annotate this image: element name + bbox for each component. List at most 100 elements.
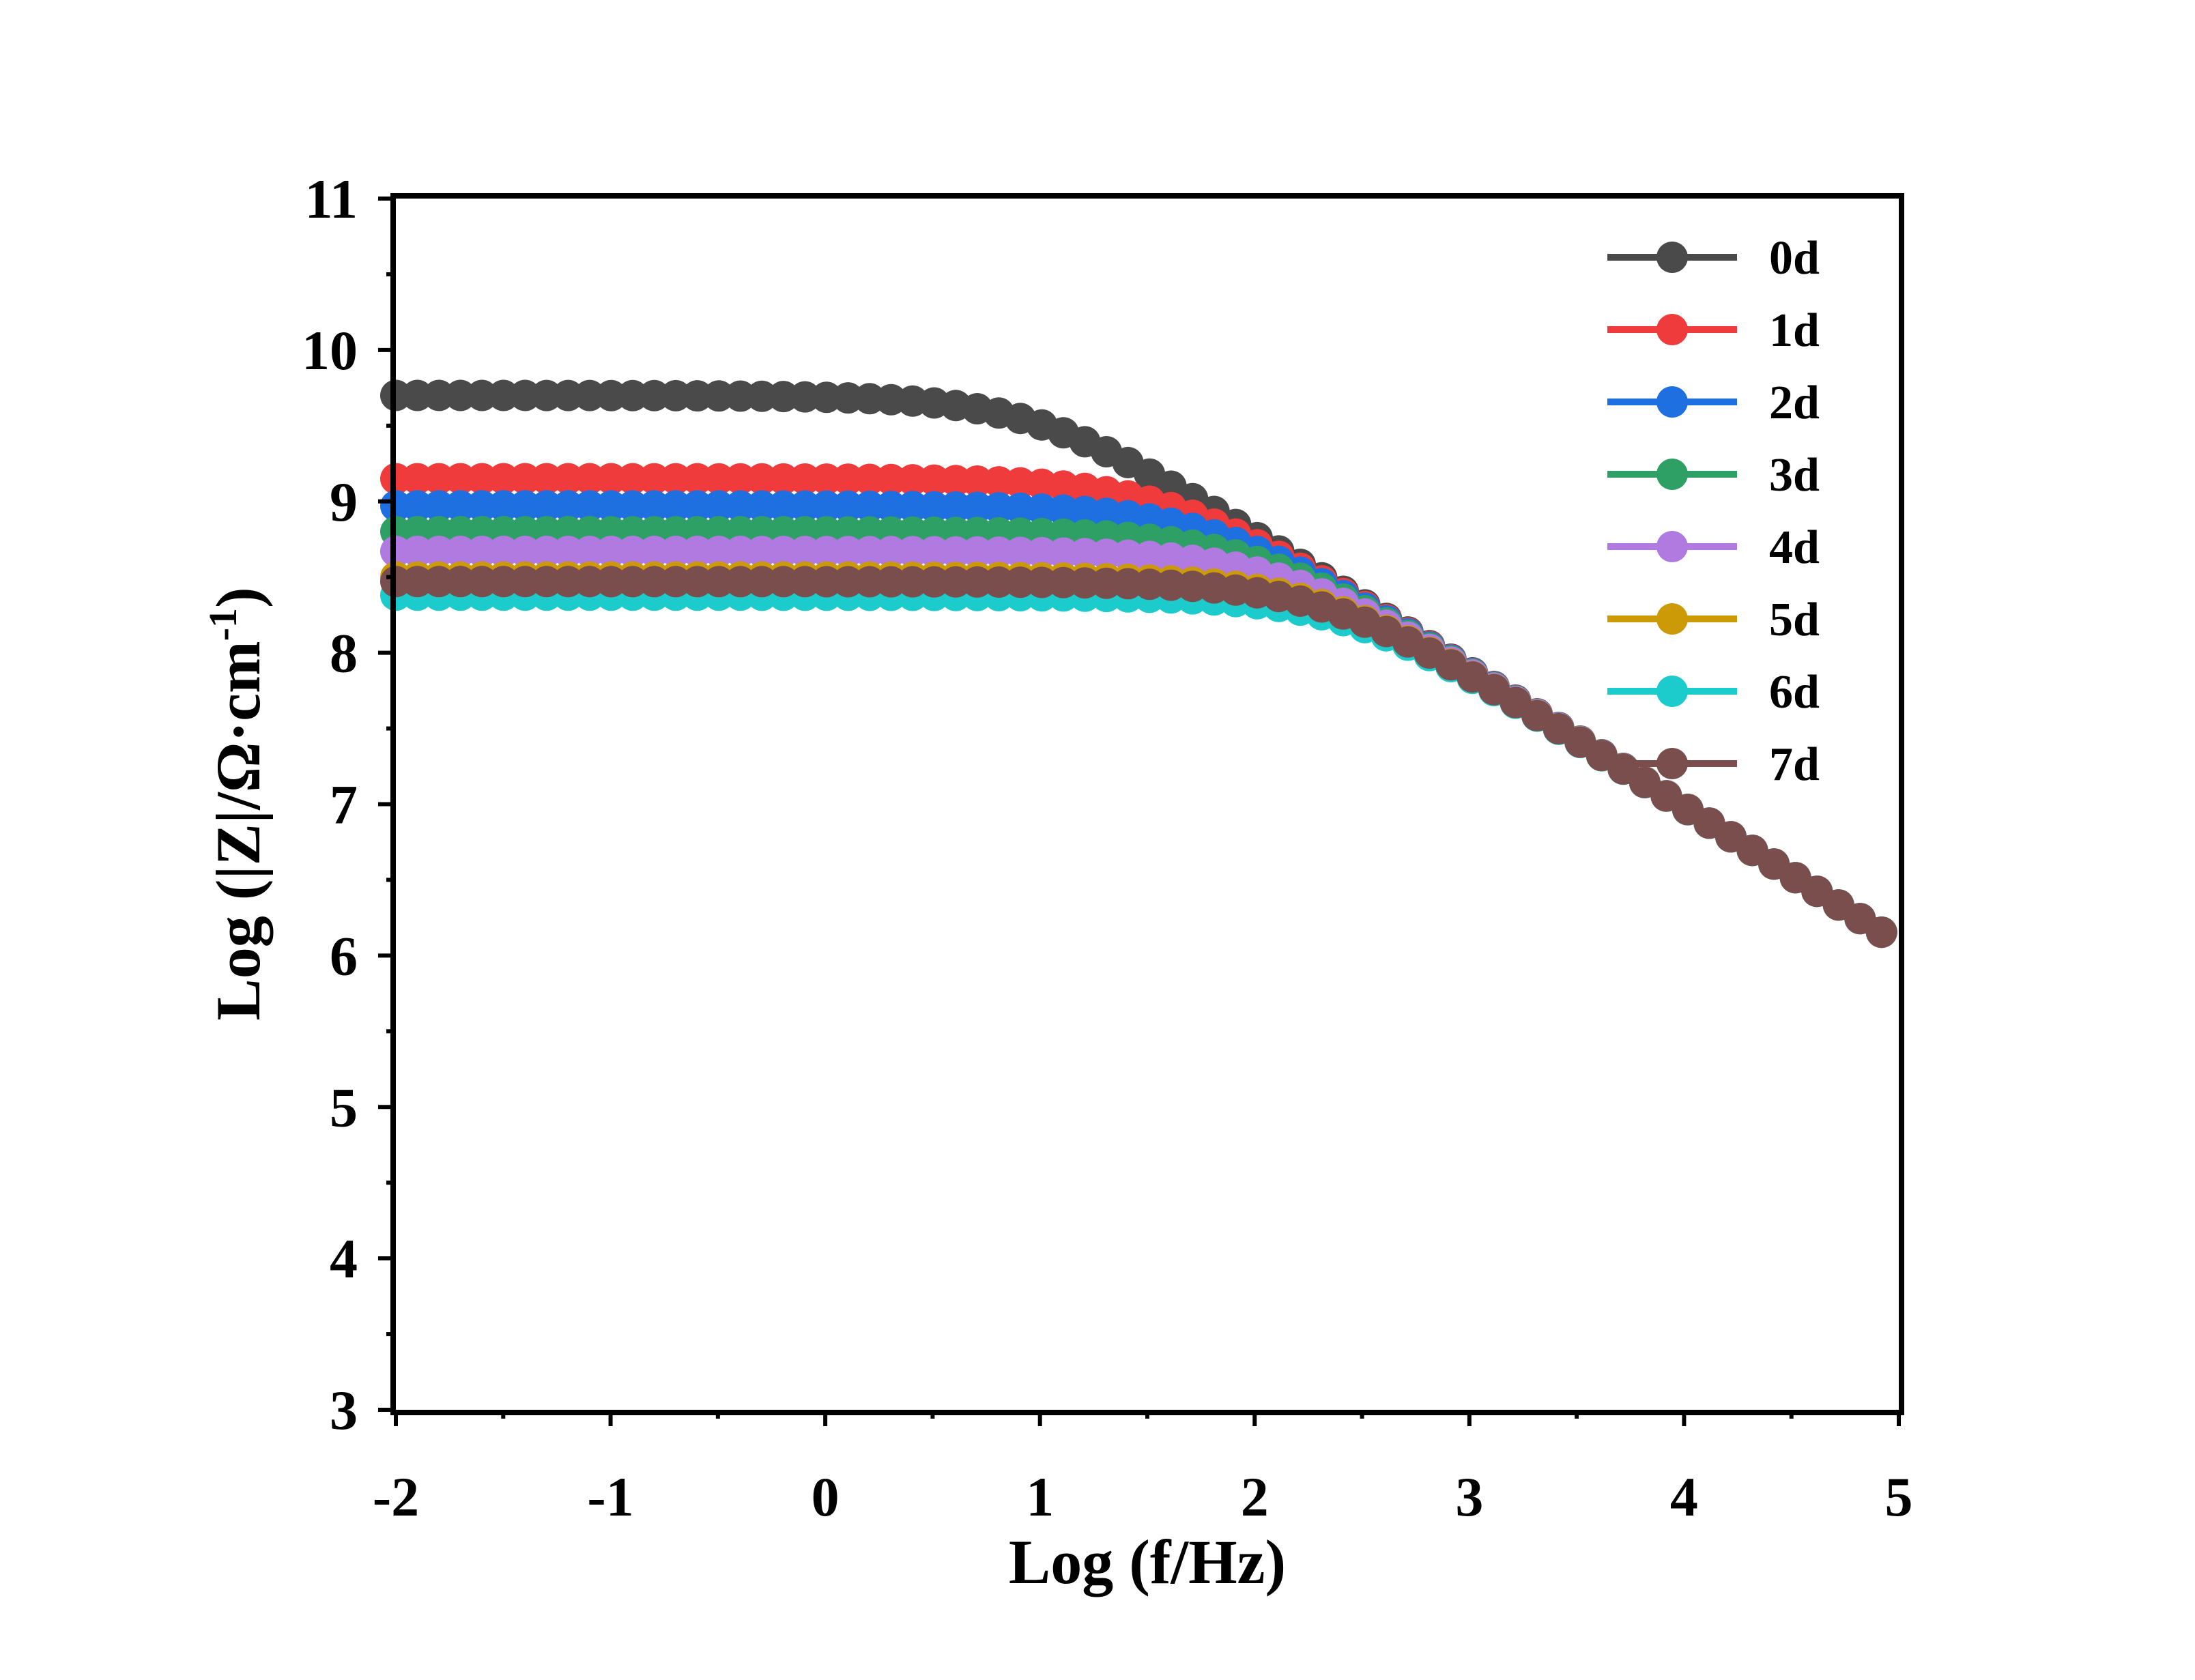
data-point <box>617 490 648 522</box>
data-point <box>811 490 842 522</box>
data-point <box>1026 566 1058 598</box>
data-point <box>703 380 735 412</box>
x-tick-label: -1 <box>587 1466 633 1528</box>
legend-item-5d: 5d <box>1607 594 1820 646</box>
data-point <box>897 566 929 598</box>
x-tick-label: 4 <box>1670 1466 1698 1528</box>
data-point <box>746 566 778 598</box>
x-tick-label: 0 <box>812 1466 840 1528</box>
data-point <box>638 463 670 495</box>
data-point <box>617 463 648 495</box>
y-tick-label: 4 <box>330 1228 358 1290</box>
data-point <box>573 536 605 567</box>
data-point <box>638 536 670 567</box>
data-point <box>552 536 584 567</box>
data-markers <box>380 379 1897 948</box>
data-point <box>660 379 692 411</box>
data-point <box>789 536 821 568</box>
data-point <box>573 463 605 495</box>
data-point <box>746 490 778 522</box>
data-point <box>724 536 756 567</box>
data-point <box>918 536 950 568</box>
data-point <box>509 463 541 495</box>
data-point <box>530 566 562 598</box>
legend-label: 7d <box>1769 738 1820 791</box>
data-point <box>767 566 799 598</box>
legend-item-2d: 2d <box>1607 377 1820 429</box>
data-point <box>444 490 476 522</box>
y-tick-label: 9 <box>330 471 358 533</box>
data-point <box>466 536 498 567</box>
tick-labels: -2 -1 0 1 2 3 4 5 3 4 5 6 7 8 9 10 11 <box>302 168 1913 1528</box>
x-tick-label: 3 <box>1455 1466 1483 1528</box>
data-point <box>897 536 929 568</box>
legend: 0d 1d 2d 3d 4d 5d 6d 7d <box>1607 232 1820 791</box>
data-point <box>423 379 455 411</box>
legend-item-1d: 1d <box>1607 304 1820 357</box>
data-point <box>789 490 821 522</box>
data-point <box>552 379 584 411</box>
data-point <box>401 490 433 522</box>
x-axis-label: Log (f/Hz) <box>1009 1527 1286 1597</box>
data-point <box>918 491 950 523</box>
data-point <box>530 463 562 495</box>
data-point <box>573 379 605 411</box>
y-tick-label: 5 <box>330 1076 358 1138</box>
data-point <box>660 490 692 522</box>
data-point <box>811 566 842 598</box>
data-point <box>444 566 476 598</box>
data-point <box>638 566 670 598</box>
data-point <box>423 566 455 598</box>
data-point <box>940 566 972 598</box>
data-point <box>466 379 498 411</box>
legend-label: 6d <box>1769 666 1820 719</box>
legend-label: 4d <box>1769 521 1820 574</box>
legend-label: 3d <box>1769 449 1820 502</box>
y-tick-label: 6 <box>330 925 358 987</box>
data-point <box>466 566 498 598</box>
data-point <box>487 566 519 598</box>
data-point <box>530 536 562 567</box>
data-point <box>660 566 692 598</box>
data-point <box>552 463 584 495</box>
data-point <box>789 463 821 495</box>
legend-marker <box>1656 386 1688 418</box>
y-axis-label: Log (|Z|/Ω·cm-1) <box>201 587 273 1020</box>
data-point <box>681 536 713 567</box>
legend-label: 1d <box>1769 304 1820 357</box>
legend-label: 0d <box>1769 232 1820 285</box>
legend-marker <box>1656 531 1688 562</box>
data-point <box>638 490 670 522</box>
data-point <box>746 463 778 495</box>
data-point <box>423 490 455 522</box>
data-point <box>854 536 886 568</box>
data-point <box>487 536 519 567</box>
data-point <box>875 536 907 568</box>
data-point <box>767 463 799 495</box>
legend-marker <box>1656 314 1688 345</box>
data-point <box>832 463 864 495</box>
data-point <box>703 566 735 598</box>
data-point <box>811 536 842 568</box>
legend-item-4d: 4d <box>1607 521 1820 574</box>
data-point <box>638 379 670 411</box>
legend-item-6d: 6d <box>1607 666 1820 719</box>
data-point <box>660 536 692 567</box>
data-point <box>1865 916 1897 948</box>
data-point <box>703 536 735 567</box>
data-point <box>617 379 648 411</box>
y-tick-label: 8 <box>330 622 358 684</box>
legend-marker <box>1656 676 1688 707</box>
legend-marker <box>1656 748 1688 779</box>
data-point <box>509 490 541 522</box>
data-point <box>595 566 627 598</box>
data-point <box>552 566 584 598</box>
data-point <box>595 463 627 495</box>
data-point <box>875 566 907 598</box>
x-tick-label: -2 <box>373 1466 419 1528</box>
data-point <box>854 566 886 598</box>
legend-label: 5d <box>1769 594 1820 646</box>
data-point <box>444 463 476 495</box>
legend-item-3d: 3d <box>1607 449 1820 502</box>
